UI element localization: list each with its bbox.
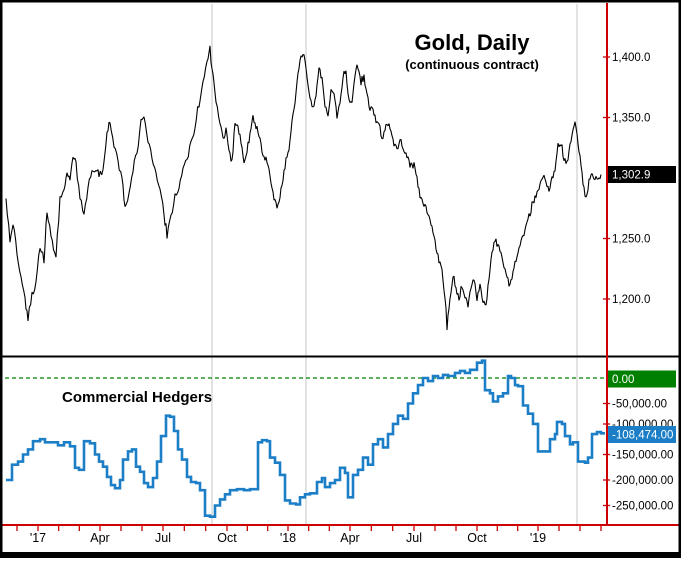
x-axis-label: Oct — [467, 531, 487, 545]
chart-title: Gold, Daily — [415, 30, 531, 55]
y-axis-label: 1,250.0 — [612, 234, 650, 246]
y-axis-label: -200,000.00 — [612, 475, 673, 487]
y-axis-label: -50,000.00 — [612, 399, 667, 411]
border-top — [0, 0, 681, 3]
chart-subtitle: (continuous contract) — [405, 57, 539, 72]
last-price-value: 1,302.9 — [612, 170, 650, 182]
zero-value-box: 0.00 — [608, 371, 676, 388]
x-axis-label: '19 — [530, 531, 546, 545]
x-axis-label: Jul — [406, 531, 422, 545]
y-axis-label: -150,000.00 — [612, 450, 673, 462]
border-left — [0, 0, 3, 558]
hedgers-last-value-box: -108,474.00 — [608, 426, 676, 443]
x-axis-label: Oct — [217, 531, 237, 545]
x-axis-label: Apr — [340, 531, 359, 545]
y-axis-label: 1,200.0 — [612, 294, 650, 306]
y-axis-label: 1,350.0 — [612, 113, 650, 125]
y-axis-label: -250,000.00 — [612, 501, 673, 513]
hedgers-panel-label: Commercial Hedgers — [62, 389, 212, 406]
hedgers-last-value: -108,474.00 — [612, 430, 673, 442]
x-axis-label: '18 — [280, 531, 296, 545]
x-axis-label: Jul — [155, 531, 171, 545]
border-bottom — [0, 552, 681, 558]
zero-value-label: 0.00 — [612, 374, 634, 386]
last-price-box: 1,302.9 — [608, 166, 676, 183]
y-axis-label: 1,400.0 — [612, 52, 650, 64]
x-axis-label: Apr — [90, 531, 109, 545]
x-axis-label: '17 — [30, 531, 46, 545]
